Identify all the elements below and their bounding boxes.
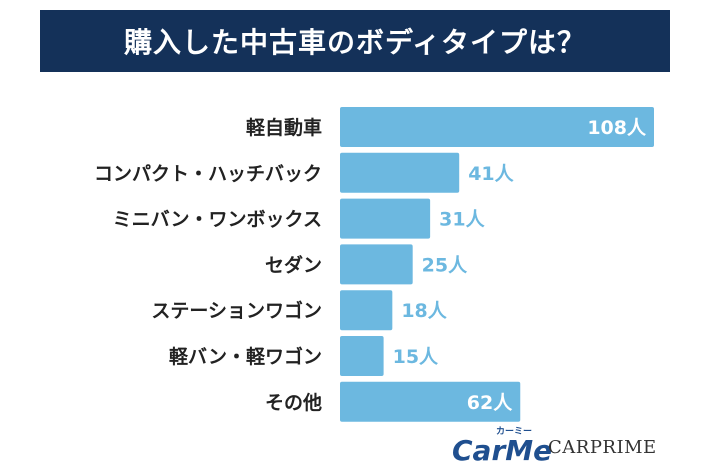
category-label-5: 軽バン・軽ワゴン (169, 345, 322, 368)
title-band: 購入した中古車のボディタイプは？ (40, 10, 670, 72)
value-label-5: 15人 (393, 346, 439, 368)
bar-0 (340, 107, 654, 147)
carme-logo-kana: カーミー (496, 427, 533, 437)
bar-4 (340, 290, 393, 331)
category-label-3: セダン (265, 253, 322, 276)
value-label-2: 31人 (439, 209, 485, 231)
bar-1 (340, 152, 460, 193)
category-label-4: ステーションワゴン (151, 299, 322, 322)
category-label-6: その他 (265, 391, 322, 414)
category-label-2: ミニバン・ワンボックス (113, 209, 322, 231)
chart-title: 購入した中古車のボディタイプは？ (123, 26, 587, 59)
carprime-logo: CARPRIME (548, 437, 657, 458)
category-label-0: 軽自動車 (246, 116, 322, 139)
value-label-0: 108人 (587, 117, 647, 139)
category-label-1: コンパクト・ハッチバック (94, 163, 322, 185)
value-label-3: 25人 (422, 254, 468, 276)
value-label-6: 62人 (467, 392, 513, 414)
value-label-4: 18人 (401, 300, 447, 322)
bar-5 (340, 336, 384, 376)
bar-6 (340, 381, 521, 422)
bar-2 (340, 198, 431, 239)
carme-logo-text: CarMe (452, 434, 553, 467)
value-label-1: 41人 (468, 163, 514, 185)
bar-3 (340, 244, 413, 285)
carme-logo: カーミー CarMe (452, 424, 552, 468)
